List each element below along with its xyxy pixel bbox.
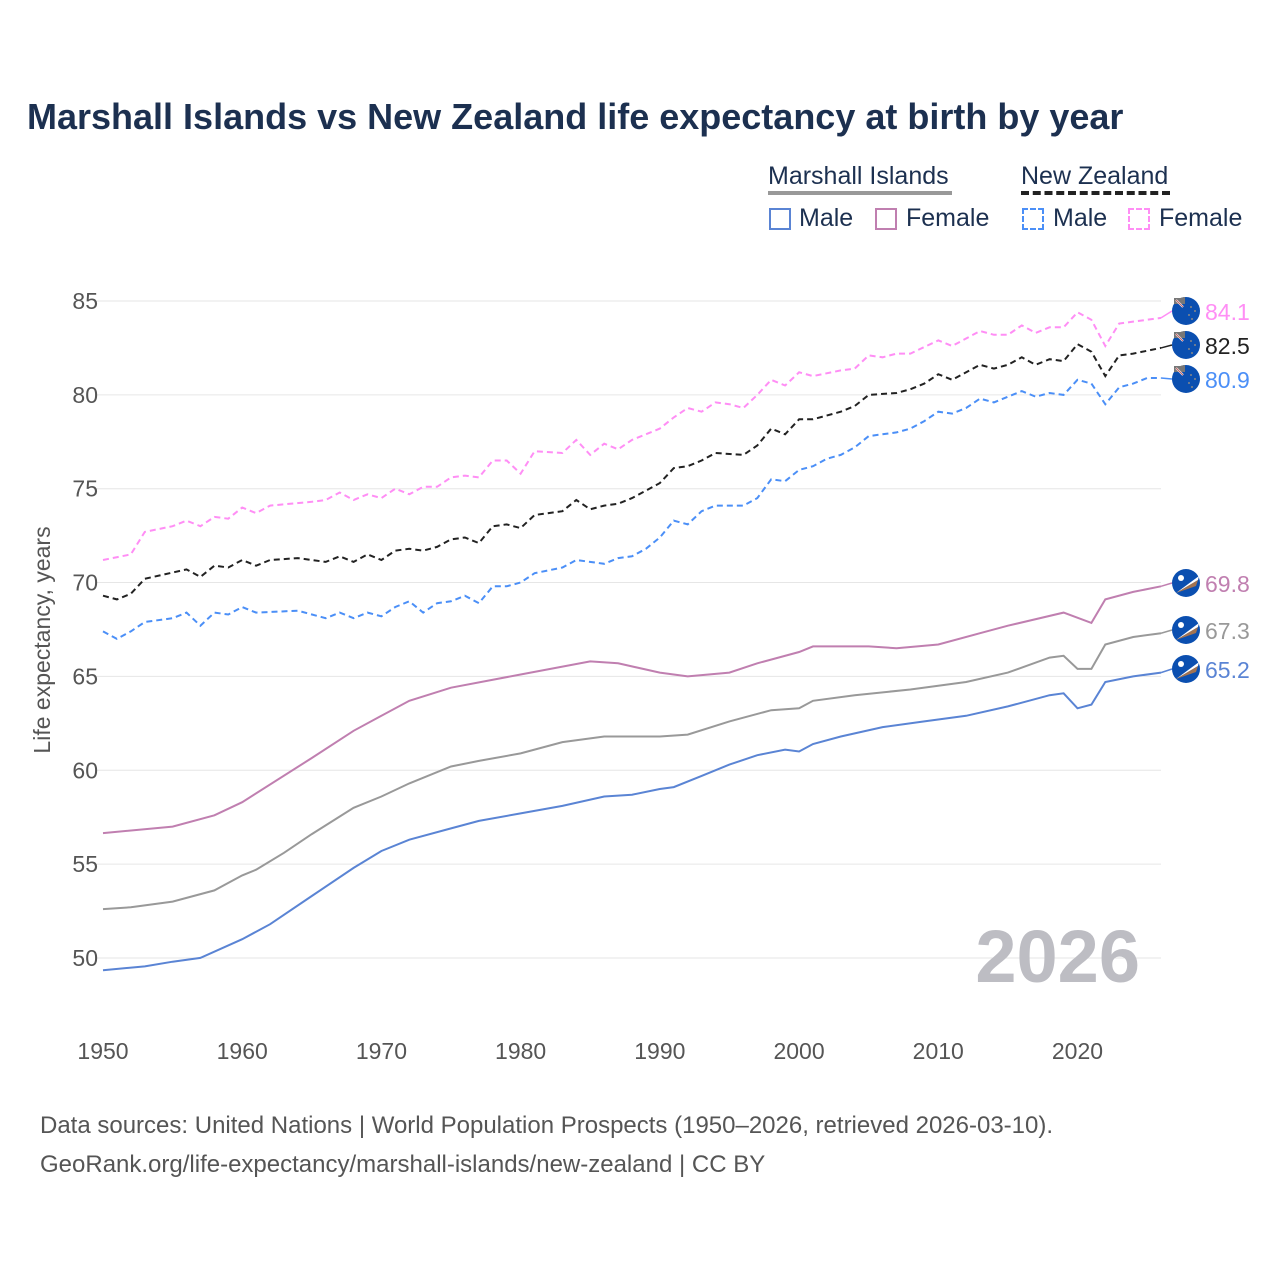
y-tick-label: 50 (72, 945, 98, 971)
legend-swatch-mi-male (769, 208, 791, 230)
end-value-label: 67.3 (1205, 618, 1250, 644)
y-tick-label: 70 (72, 570, 98, 596)
marshall-islands-flag-icon (1172, 569, 1200, 597)
series-line (102, 377, 1161, 641)
legend-group-marshall-islands: Marshall Islands (768, 162, 949, 190)
legend-line-dashed (1021, 191, 1170, 195)
leader-line (1160, 344, 1173, 349)
new-zealand-flag-icon (1172, 365, 1200, 393)
x-tick-label: 1980 (495, 1038, 546, 1064)
legend-line-solid (768, 191, 952, 195)
y-tick-label: 80 (72, 382, 98, 408)
series-line (102, 585, 1162, 835)
legend-swatch-nz-female (1128, 208, 1150, 230)
end-value-label: 80.9 (1205, 367, 1250, 393)
leader-line (1160, 668, 1173, 674)
data-source: Data sources: United Nations | World Pop… (40, 1112, 1054, 1139)
legend-label-mi-female: Female (906, 204, 990, 232)
legend-label-nz-female: Female (1159, 204, 1243, 232)
legend-label-nz-male: Male (1053, 204, 1108, 232)
leader-line (1160, 377, 1173, 380)
new-zealand-flag-icon (1172, 331, 1200, 359)
end-value-label: 84.1 (1205, 299, 1250, 325)
legend-swatch-nz-male (1022, 208, 1044, 230)
x-tick-label: 1970 (356, 1038, 407, 1064)
y-tick-label: 55 (72, 851, 98, 877)
x-tick-label: 1960 (217, 1038, 268, 1064)
y-tick-label: 75 (72, 476, 98, 502)
legend-group-new-zealand: New Zealand (1021, 162, 1169, 190)
end-value-label: 65.2 (1205, 657, 1250, 683)
end-value-label: 82.5 (1205, 333, 1250, 359)
y-tick-label: 60 (72, 757, 98, 783)
chart-title: Marshall Islands vs New Zealand life exp… (27, 96, 1124, 137)
x-tick-label: 2010 (913, 1038, 964, 1064)
x-tick-label: 1950 (77, 1038, 128, 1064)
x-tick-label: 1990 (634, 1038, 685, 1064)
end-value-label: 69.8 (1205, 571, 1250, 597)
legend-swatch-mi-female (875, 208, 897, 230)
y-axis-label: Life expectancy, years (29, 526, 55, 753)
series-line (102, 311, 1162, 561)
marshall-islands-flag-icon (1172, 616, 1200, 644)
leader-line (1160, 582, 1173, 588)
x-tick-label: 2000 (773, 1038, 824, 1064)
source-link[interactable]: GeoRank.org/life-expectancy/marshall-isl… (40, 1151, 766, 1178)
x-tick-label: 2020 (1052, 1038, 1103, 1064)
marshall-islands-flag-icon (1172, 655, 1200, 683)
year-watermark: 2026 (975, 915, 1140, 998)
series-line (102, 632, 1162, 911)
leader-line (1160, 310, 1173, 319)
y-tick-label: 85 (72, 288, 98, 314)
footer: Data sources: United Nations | World Pop… (40, 1106, 1053, 1184)
new-zealand-flag-icon (1172, 297, 1200, 325)
y-tick-label: 65 (72, 663, 98, 689)
series-line (102, 671, 1162, 972)
series-line (102, 342, 1162, 601)
legend-label-mi-male: Male (799, 204, 854, 232)
leader-line (1160, 629, 1173, 634)
